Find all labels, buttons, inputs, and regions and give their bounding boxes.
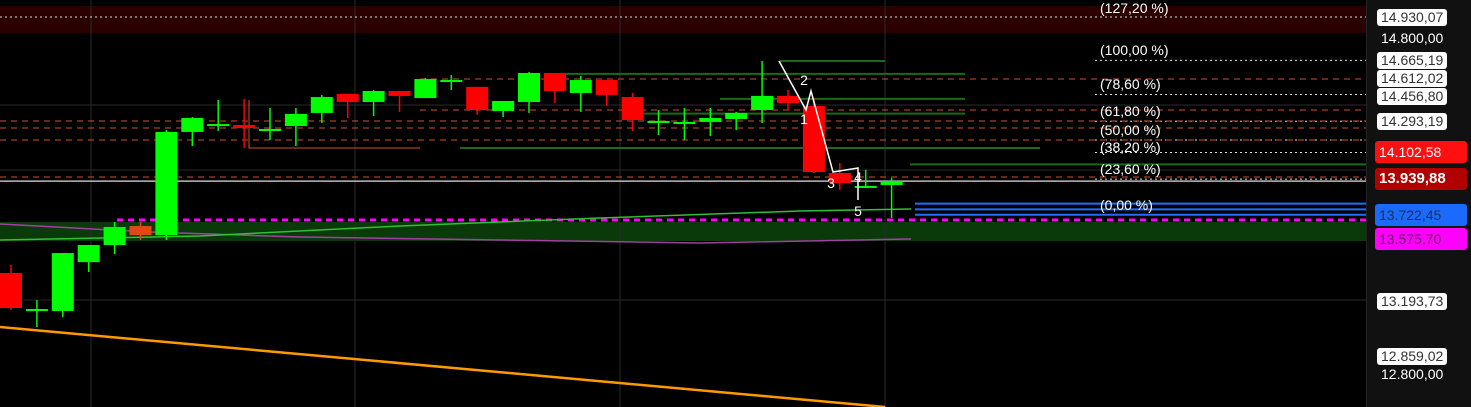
resistance-zone bbox=[0, 6, 1366, 33]
candle-body bbox=[310, 97, 333, 113]
wave-label: 1 bbox=[800, 111, 808, 127]
fib-level-label: (0,00 %) bbox=[1100, 196, 1153, 213]
candle-body bbox=[777, 95, 799, 103]
price-axis-label: 13.722,45 bbox=[1375, 203, 1467, 226]
fib-level-label: (78,60 %) bbox=[1100, 76, 1161, 93]
wave-label: 2 bbox=[800, 72, 808, 88]
candle-body bbox=[854, 185, 877, 188]
candle-body bbox=[518, 72, 540, 102]
price-axis-label: 13.193,73 bbox=[1377, 292, 1448, 310]
candle-body bbox=[414, 79, 437, 99]
price-axis-label: 14.102,58 bbox=[1375, 141, 1467, 164]
candle-body bbox=[181, 118, 204, 132]
candle-body bbox=[259, 128, 281, 131]
fib-level-label: (23,60 %) bbox=[1100, 161, 1161, 178]
range-marker-line bbox=[248, 100, 420, 149]
candle-body bbox=[492, 100, 515, 111]
candle-body bbox=[77, 245, 100, 263]
candle-body bbox=[388, 91, 411, 96]
price-axis-label: 13.575,70 bbox=[1375, 227, 1467, 250]
candle-body bbox=[880, 181, 903, 185]
candle-body bbox=[699, 118, 722, 122]
candle-body bbox=[543, 72, 566, 92]
price-axis-label: 14.665,19 bbox=[1377, 51, 1448, 69]
fib-level-label: (50,00 %) bbox=[1100, 121, 1161, 138]
candle-body bbox=[828, 173, 851, 183]
price-axis-label: 14.456,80 bbox=[1377, 87, 1448, 105]
candle-body bbox=[336, 93, 359, 102]
price-axis-label: 12.859,02 bbox=[1377, 347, 1448, 365]
candle-body bbox=[155, 131, 178, 236]
candle-body bbox=[440, 80, 463, 83]
candle-body bbox=[751, 95, 774, 110]
trendline-orange bbox=[0, 325, 886, 407]
price-axis-label: 14.800,00 bbox=[1381, 29, 1444, 46]
candle-body bbox=[362, 91, 385, 102]
price-axis-label: 12.800,00 bbox=[1381, 365, 1444, 382]
candle-body bbox=[621, 97, 644, 120]
candle-body bbox=[25, 309, 48, 312]
price-axis[interactable]: 14.930,07 14.800,00 14.665,19 14.612,02 14.4… bbox=[1366, 0, 1471, 407]
candle-body bbox=[647, 120, 670, 123]
fib-level-label: (100,00 %) bbox=[1100, 42, 1169, 59]
candle-body bbox=[129, 226, 152, 236]
candle-body bbox=[673, 121, 696, 124]
candle-body bbox=[207, 124, 230, 127]
support-zone bbox=[0, 222, 1366, 241]
price-axis-label: 14.293,19 bbox=[1377, 112, 1448, 130]
candle-body bbox=[595, 80, 618, 95]
candle-body bbox=[0, 273, 22, 309]
price-axis-label: 13.939,88 bbox=[1375, 168, 1467, 191]
candle-body bbox=[284, 113, 307, 127]
fib-level-label: (127,20 %) bbox=[1100, 0, 1169, 16]
candle-body bbox=[51, 253, 74, 312]
elliott-wave-line bbox=[778, 60, 859, 200]
wave-label: 3 bbox=[827, 175, 835, 191]
price-axis-label: 14.612,02 bbox=[1377, 69, 1448, 87]
fib-level-label: (38,20 %) bbox=[1100, 138, 1161, 155]
candle-body bbox=[233, 125, 256, 128]
candle-body bbox=[725, 112, 748, 119]
fib-level-label: (61,80 %) bbox=[1100, 103, 1161, 120]
wave-label: 4 bbox=[854, 169, 862, 185]
price-axis-label: 14.930,07 bbox=[1377, 8, 1448, 26]
price-chart-canvas[interactable]: 1 2 3 4 5 bbox=[0, 0, 1366, 407]
wave-label: 5 bbox=[854, 203, 862, 219]
candle-body bbox=[569, 80, 592, 93]
candle-body bbox=[103, 227, 126, 246]
candle-body bbox=[466, 86, 489, 110]
